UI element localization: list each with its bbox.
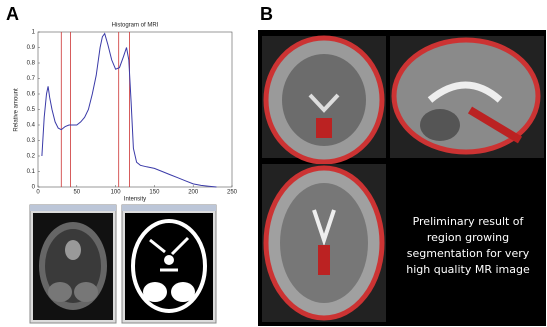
mri-panel (258, 30, 546, 326)
panel-label: B (260, 4, 273, 24)
caption-line: high quality MR image (406, 263, 530, 276)
x-axis-label: Intensity (124, 197, 146, 203)
binary-window (121, 204, 217, 324)
y-tick-label: 0.3 (27, 138, 36, 144)
caption-line: Preliminary result of (413, 215, 525, 228)
y-axis-label: Relative amount (14, 88, 20, 132)
y-tick-label: 0.4 (27, 123, 36, 129)
y-tick-label: 0.8 (27, 61, 36, 67)
plot-frame (37, 31, 233, 188)
chart-title: Histogram of MRI (112, 23, 159, 29)
y-tick-label: 1 (32, 30, 36, 36)
y-tick-label: 0.7 (27, 76, 36, 82)
x-tick-label: 50 (73, 190, 80, 196)
mri-window (29, 204, 117, 324)
x-tick-label: 150 (149, 190, 160, 196)
y-tick-label: 0.1 (27, 169, 36, 175)
y-tick-label: 0 (32, 185, 36, 191)
y-tick-label: 0.2 (27, 154, 36, 160)
caption-line: segmentation for very (407, 247, 530, 260)
x-tick-label: 100 (111, 190, 122, 196)
histogram-line (41, 32, 217, 188)
x-tick-label: 0 (36, 190, 40, 196)
y-tick-label: 0.6 (27, 92, 36, 98)
y-tick-label: 0.5 (27, 107, 36, 113)
x-tick-label: 200 (188, 190, 199, 196)
panel-label: A (6, 4, 19, 24)
y-tick-label: 0.9 (27, 45, 36, 51)
caption-line: region growing (427, 231, 509, 244)
x-tick-label: 250 (227, 190, 238, 196)
